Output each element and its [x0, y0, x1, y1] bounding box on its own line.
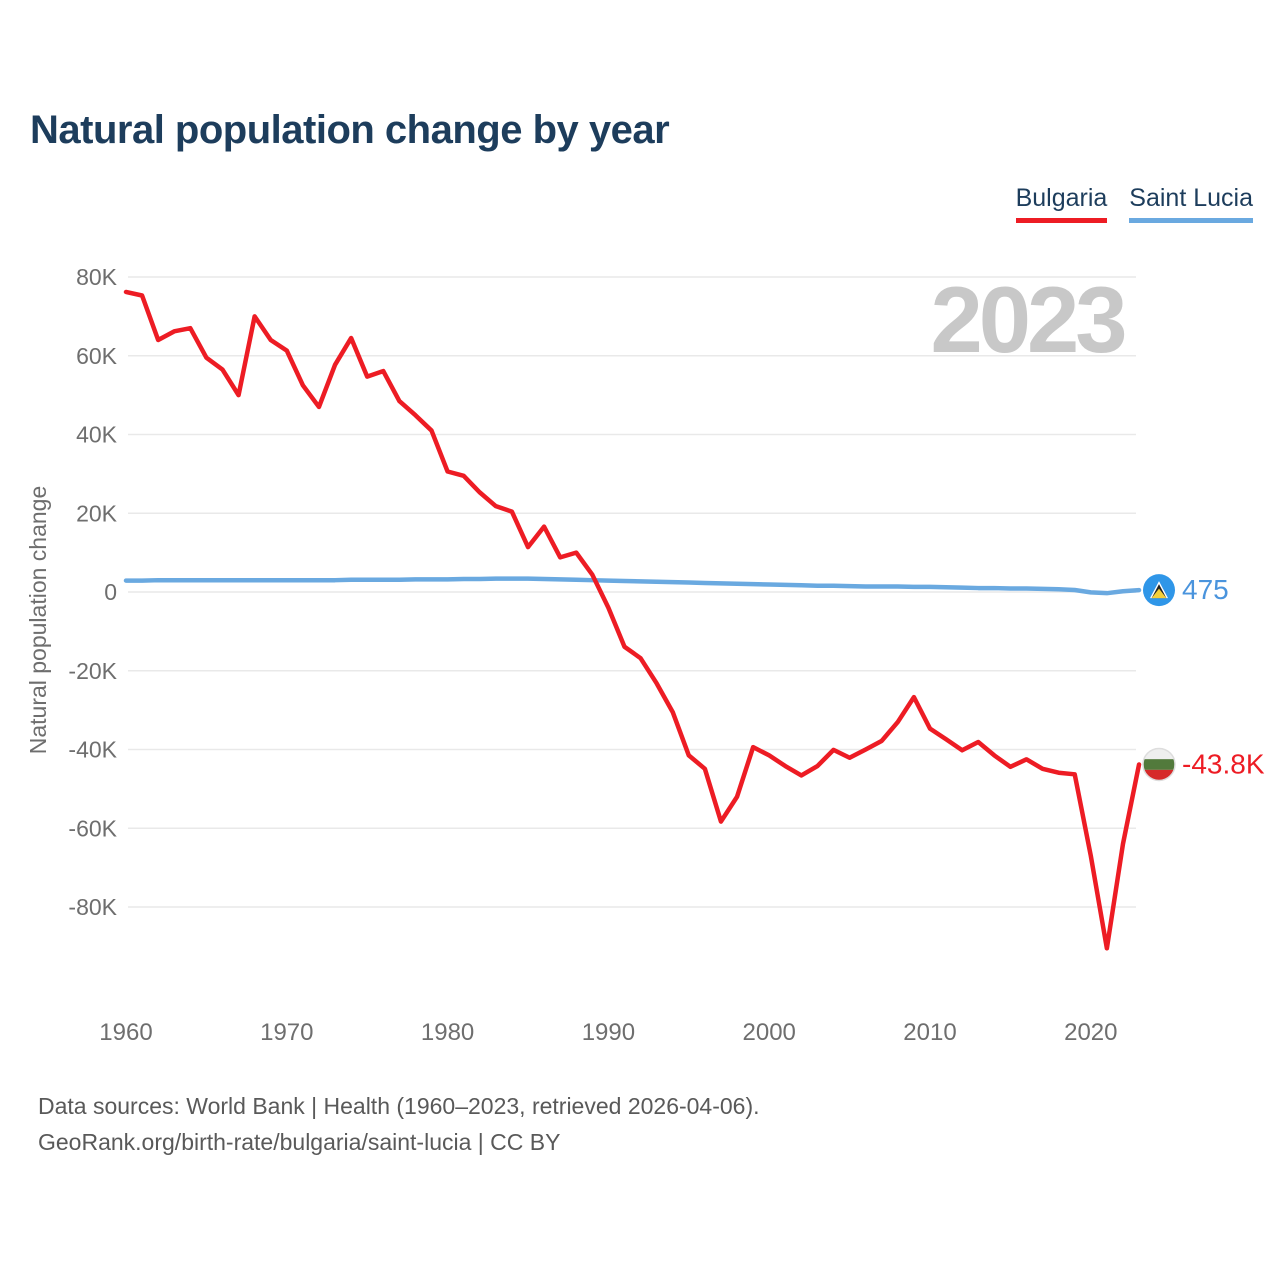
y-tick-label: -20K — [68, 658, 117, 684]
x-tick-label: 1980 — [421, 1019, 474, 1046]
footer-source-line: Data sources: World Bank | Health (1960–… — [38, 1093, 760, 1119]
y-tick-label: -40K — [68, 737, 117, 763]
x-tick-label: 2010 — [903, 1019, 956, 1046]
y-tick-label: -60K — [68, 815, 117, 841]
legend-item-saint-lucia[interactable]: Saint Lucia — [1129, 184, 1253, 223]
legend-label-bulgaria: Bulgaria — [1015, 184, 1108, 212]
x-tick-label: 2000 — [743, 1019, 796, 1046]
y-tick-label: 60K — [76, 343, 118, 369]
saint-lucia-flag-icon — [1143, 574, 1175, 607]
x-axis-tick-labels: 1960 1970 1980 1990 2000 2010 2020 — [99, 1019, 1117, 1046]
legend: Bulgaria Saint Lucia — [1015, 184, 1253, 223]
x-tick-label: 1960 — [99, 1019, 152, 1046]
bulgaria-flag-icon — [1142, 747, 1176, 782]
y-tick-label: 80K — [76, 264, 118, 290]
y-axis-tick-labels: 80K 60K 40K 20K 0 -20K -40K -60K -80K — [68, 264, 117, 920]
series-line-bulgaria — [123, 289, 1142, 951]
x-tick-label: 1990 — [582, 1019, 635, 1046]
legend-item-bulgaria[interactable]: Bulgaria — [1015, 184, 1108, 223]
y-tick-label: 20K — [76, 500, 118, 526]
bulgaria-end-value: -43.8K — [1182, 748, 1265, 779]
x-tick-label: 2020 — [1064, 1019, 1117, 1046]
page-title: Natural population change by year — [30, 108, 670, 152]
series-line-saint-lucia — [123, 576, 1142, 596]
x-tick-label: 1970 — [260, 1019, 313, 1046]
y-tick-label: 40K — [76, 422, 118, 448]
watermark-year: 2023 — [930, 267, 1124, 372]
series-lines — [123, 289, 1142, 951]
y-tick-label: 0 — [104, 579, 117, 605]
y-tick-label: -80K — [68, 894, 117, 920]
y-axis-title: Natural population change — [25, 486, 51, 755]
legend-label-saint-lucia: Saint Lucia — [1129, 184, 1253, 212]
saint-lucia-end-value: 475 — [1182, 574, 1229, 605]
footer: Data sources: World Bank | Health (1960–… — [38, 1088, 760, 1160]
footer-attribution-line: GeoRank.org/birth-rate/bulgaria/saint-lu… — [38, 1129, 561, 1155]
